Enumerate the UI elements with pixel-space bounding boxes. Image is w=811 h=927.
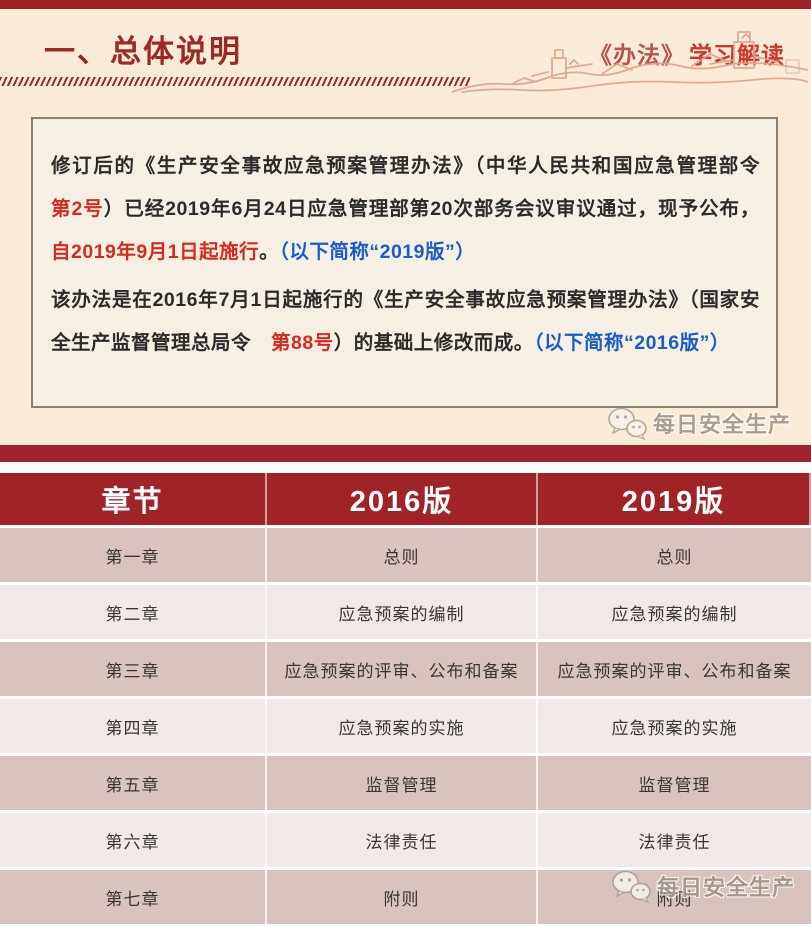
- wechat-icon: [608, 407, 647, 440]
- p1-red-decree-number: 第2号: [51, 198, 104, 220]
- top-accent-bar: [0, 0, 811, 9]
- cell-2016: 应急预案的编制: [267, 585, 538, 639]
- cell-2016: 应急预案的实施: [267, 699, 538, 753]
- p2-red-decree-number: 第88号: [271, 332, 334, 354]
- p2-blue-alias-2016: （以下简称“2016版”）: [533, 332, 730, 354]
- table-row: 第四章 应急预案的实施 应急预案的实施: [0, 699, 811, 753]
- header-cell-2016: 2016版: [267, 473, 538, 525]
- cell-2016: 总则: [267, 528, 538, 582]
- cell-2016: 法律责任: [267, 813, 538, 867]
- cell-chapter: 第七章: [0, 870, 267, 924]
- p2-text-a: 该办法是在2016年7月1日起施行的《生产安全事故应急预案管理办法》（国家安全生…: [51, 289, 760, 354]
- cell-chapter: 第五章: [0, 756, 267, 810]
- cell-2019: 法律责任: [638, 832, 711, 852]
- p1-text-b: ）已经2019年6月24日应急管理部第20次部务会议审议通过，现予公布，: [103, 198, 760, 220]
- intro-paragraph-2: 该办法是在2016年7月1日起施行的《生产安全事故应急预案管理办法》（国家安全生…: [51, 279, 760, 365]
- p1-text-c: 。: [259, 241, 280, 263]
- table-row: 第六章 法律责任 法律责任: [0, 813, 811, 867]
- header-cell-2019: 2019版: [538, 473, 811, 525]
- header-cell-chapter: 章节: [0, 473, 267, 525]
- cell-2019: 总则: [656, 547, 693, 567]
- red-divider-bar: [0, 445, 811, 462]
- great-wall-illustration: [452, 31, 808, 93]
- table-row: 第五章 监督管理 监督管理: [0, 756, 811, 810]
- cell-chapter: 第六章: [0, 813, 267, 867]
- cell-chapter: 第四章: [0, 699, 267, 753]
- cell-chapter: 第三章: [0, 642, 267, 696]
- cell-chapter: 第一章: [0, 528, 267, 582]
- cell-2019: 应急预案的评审、公布和备案: [557, 661, 792, 681]
- cell-2019: 应急预案的实施: [611, 718, 738, 738]
- cell-2019: 附则: [656, 889, 693, 909]
- table-row: 第一章 总则 总则: [0, 528, 811, 582]
- subtitle: 《办法》 学习解读: [589, 36, 785, 70]
- page-title: 一、总体说明: [44, 34, 242, 69]
- cell-2016: 附则: [267, 870, 538, 924]
- table-row: 第三章 应急预案的评审、公布和备案 应急预案的评审、公布和备案: [0, 642, 811, 696]
- cell-2019: 监督管理: [638, 775, 711, 795]
- p1-text-a: 修订后的《生产安全事故应急预案管理办法》（中华人民共和国应急管理部令: [51, 155, 780, 177]
- table-header-row: 章节 2016版 2019版: [0, 473, 811, 525]
- watermark-upper: 每日安全生产: [607, 406, 791, 440]
- p1-blue-alias-2019: （以下简称“2019版”）: [279, 241, 476, 263]
- table-row: 第七章 附则 附则: [0, 870, 811, 924]
- cell-2016: 监督管理: [267, 756, 538, 810]
- intro-box: 修订后的《生产安全事故应急预案管理办法》（中华人民共和国应急管理部令 第2号）已…: [31, 117, 778, 408]
- cell-chapter: 第二章: [0, 585, 267, 639]
- cell-2019: 应急预案的编制: [611, 604, 738, 624]
- intro-paragraph-1: 修订后的《生产安全事故应急预案管理办法》（中华人民共和国应急管理部令 第2号）已…: [51, 145, 760, 274]
- p2-text-b: ）的基础上修改而成。: [333, 332, 534, 354]
- cell-2016: 应急预案的评审、公布和备案: [267, 642, 538, 696]
- comparison-table: 章节 2016版 2019版 第一章 总则 总则 第二章 应急预案的编制 应急预…: [0, 462, 811, 927]
- hatched-divider: [0, 77, 470, 86]
- p1-red-effective-date: 自2019年9月1日起施行: [51, 241, 260, 263]
- table-row: 第二章 应急预案的编制 应急预案的编制: [0, 585, 811, 639]
- watermark-label: 每日安全生产: [652, 412, 791, 437]
